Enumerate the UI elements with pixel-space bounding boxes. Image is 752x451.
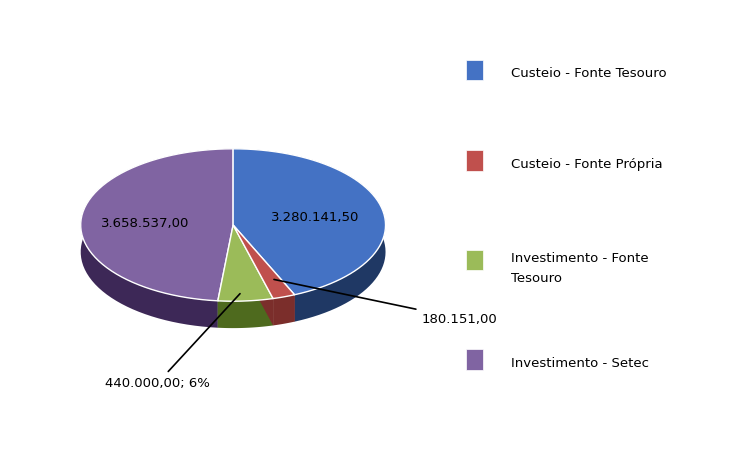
Polygon shape	[80, 149, 233, 328]
Text: Tesouro: Tesouro	[511, 272, 562, 285]
Bar	[466, 250, 483, 271]
Text: Investimento - Setec: Investimento - Setec	[511, 356, 650, 369]
Text: 440.000,00; 6%: 440.000,00; 6%	[105, 294, 240, 390]
Text: Custeio - Fonte Própria: Custeio - Fonte Própria	[511, 157, 663, 170]
Polygon shape	[273, 295, 295, 326]
Bar	[466, 60, 483, 81]
Polygon shape	[233, 149, 386, 295]
Bar	[466, 349, 483, 370]
Polygon shape	[218, 226, 233, 328]
Polygon shape	[233, 226, 295, 322]
Text: 3.280.141,50: 3.280.141,50	[271, 211, 359, 223]
Text: Investimento - Fonte: Investimento - Fonte	[511, 252, 649, 265]
Polygon shape	[218, 226, 233, 328]
Bar	[466, 151, 483, 171]
Polygon shape	[233, 226, 273, 326]
Polygon shape	[80, 149, 233, 301]
Text: 3.658.537,00: 3.658.537,00	[101, 217, 189, 230]
Polygon shape	[218, 226, 273, 302]
Text: 180.151,00: 180.151,00	[274, 280, 497, 325]
Polygon shape	[233, 149, 386, 322]
Polygon shape	[233, 226, 295, 322]
Polygon shape	[233, 226, 273, 326]
Text: Custeio - Fonte Tesouro: Custeio - Fonte Tesouro	[511, 67, 667, 80]
Polygon shape	[233, 226, 295, 299]
Polygon shape	[218, 299, 273, 328]
